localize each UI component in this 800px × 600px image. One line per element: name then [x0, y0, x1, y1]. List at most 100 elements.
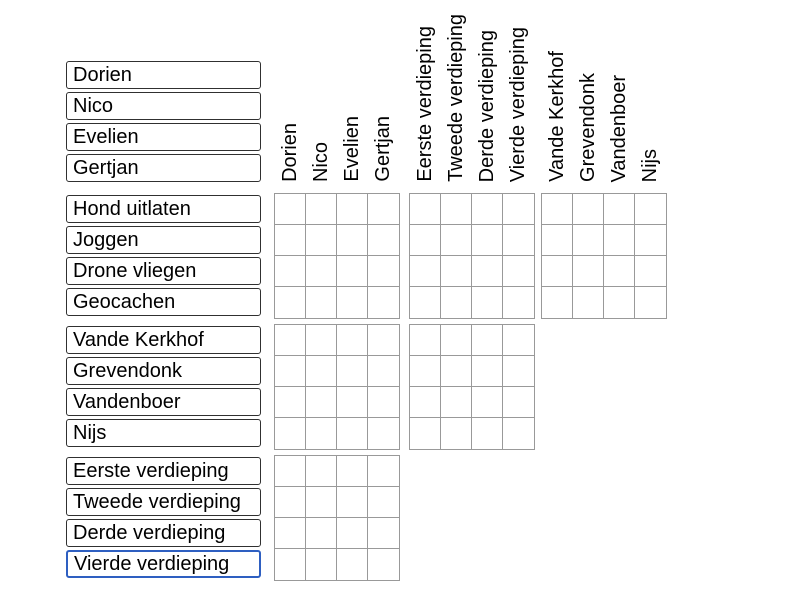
grid-cell[interactable]: [368, 549, 399, 580]
grid-cell[interactable]: [573, 225, 604, 256]
grid-cell[interactable]: [275, 194, 306, 225]
input-joggen[interactable]: [66, 226, 261, 254]
grid-cell[interactable]: [337, 256, 368, 287]
grid-cell[interactable]: [441, 194, 472, 225]
grid-cell[interactable]: [472, 194, 503, 225]
grid-cell[interactable]: [368, 287, 399, 318]
grid-cell[interactable]: [337, 518, 368, 549]
grid-cell[interactable]: [542, 287, 573, 318]
grid-cell[interactable]: [542, 225, 573, 256]
grid-cell[interactable]: [368, 356, 399, 387]
grid-cell[interactable]: [306, 256, 337, 287]
grid-cell[interactable]: [368, 418, 399, 449]
grid-cell[interactable]: [573, 256, 604, 287]
grid-cell[interactable]: [368, 387, 399, 418]
input-vandenboer[interactable]: [66, 388, 261, 416]
grid-cell[interactable]: [441, 256, 472, 287]
grid-cell[interactable]: [503, 325, 534, 356]
grid-cell[interactable]: [441, 387, 472, 418]
grid-cell[interactable]: [635, 287, 666, 318]
grid-cell[interactable]: [337, 418, 368, 449]
grid-cell[interactable]: [306, 356, 337, 387]
grid-cell[interactable]: [635, 256, 666, 287]
grid-cell[interactable]: [503, 356, 534, 387]
grid-cell[interactable]: [472, 325, 503, 356]
grid-cell[interactable]: [503, 418, 534, 449]
grid-cell[interactable]: [337, 487, 368, 518]
grid-cell[interactable]: [441, 356, 472, 387]
grid-cell[interactable]: [573, 287, 604, 318]
grid-cell[interactable]: [275, 487, 306, 518]
grid-cell[interactable]: [604, 194, 635, 225]
grid-cell[interactable]: [503, 387, 534, 418]
grid-cell[interactable]: [472, 256, 503, 287]
grid-cell[interactable]: [410, 325, 441, 356]
input-vierde-verdieping-focused[interactable]: [66, 550, 261, 578]
grid-cell[interactable]: [337, 356, 368, 387]
grid-cell[interactable]: [542, 194, 573, 225]
grid-cell[interactable]: [441, 325, 472, 356]
grid-cell[interactable]: [410, 287, 441, 318]
grid-cell[interactable]: [306, 487, 337, 518]
grid-cell[interactable]: [306, 456, 337, 487]
grid-cell[interactable]: [410, 225, 441, 256]
grid-cell[interactable]: [306, 225, 337, 256]
grid-cell[interactable]: [441, 287, 472, 318]
grid-cell[interactable]: [337, 387, 368, 418]
input-geocachen[interactable]: [66, 288, 261, 316]
grid-cell[interactable]: [410, 256, 441, 287]
grid-cell[interactable]: [635, 194, 666, 225]
input-dorien[interactable]: [66, 61, 261, 89]
grid-cell[interactable]: [337, 194, 368, 225]
grid-cell[interactable]: [604, 287, 635, 318]
grid-cell[interactable]: [472, 418, 503, 449]
input-derde-verdieping[interactable]: [66, 519, 261, 547]
grid-cell[interactable]: [368, 518, 399, 549]
grid-cell[interactable]: [410, 418, 441, 449]
input-hond-uitlaten[interactable]: [66, 195, 261, 223]
grid-cell[interactable]: [503, 287, 534, 318]
grid-cell[interactable]: [275, 418, 306, 449]
grid-cell[interactable]: [306, 518, 337, 549]
grid-cell[interactable]: [542, 256, 573, 287]
grid-cell[interactable]: [275, 225, 306, 256]
grid-cell[interactable]: [337, 287, 368, 318]
grid-cell[interactable]: [472, 287, 503, 318]
input-nico[interactable]: [66, 92, 261, 120]
grid-cell[interactable]: [368, 256, 399, 287]
grid-cell[interactable]: [337, 325, 368, 356]
grid-cell[interactable]: [410, 356, 441, 387]
grid-cell[interactable]: [472, 356, 503, 387]
grid-cell[interactable]: [472, 387, 503, 418]
input-vande-kerkhof[interactable]: [66, 326, 261, 354]
grid-cell[interactable]: [503, 194, 534, 225]
grid-cell[interactable]: [275, 356, 306, 387]
grid-cell[interactable]: [275, 325, 306, 356]
grid-cell[interactable]: [441, 225, 472, 256]
input-gertjan[interactable]: [66, 154, 261, 182]
grid-cell[interactable]: [472, 225, 503, 256]
grid-cell[interactable]: [306, 325, 337, 356]
grid-cell[interactable]: [503, 225, 534, 256]
input-eerste-verdieping[interactable]: [66, 457, 261, 485]
grid-cell[interactable]: [368, 325, 399, 356]
grid-cell[interactable]: [573, 194, 604, 225]
grid-cell[interactable]: [306, 549, 337, 580]
grid-cell[interactable]: [275, 387, 306, 418]
grid-cell[interactable]: [503, 256, 534, 287]
grid-cell[interactable]: [306, 387, 337, 418]
grid-cell[interactable]: [337, 549, 368, 580]
grid-cell[interactable]: [368, 225, 399, 256]
grid-cell[interactable]: [368, 194, 399, 225]
input-evelien[interactable]: [66, 123, 261, 151]
grid-cell[interactable]: [275, 287, 306, 318]
grid-cell[interactable]: [337, 456, 368, 487]
grid-cell[interactable]: [410, 387, 441, 418]
grid-cell[interactable]: [275, 256, 306, 287]
input-grevendonk[interactable]: [66, 357, 261, 385]
grid-cell[interactable]: [368, 487, 399, 518]
input-tweede-verdieping[interactable]: [66, 488, 261, 516]
input-drone-vliegen[interactable]: [66, 257, 261, 285]
grid-cell[interactable]: [306, 287, 337, 318]
grid-cell[interactable]: [635, 225, 666, 256]
